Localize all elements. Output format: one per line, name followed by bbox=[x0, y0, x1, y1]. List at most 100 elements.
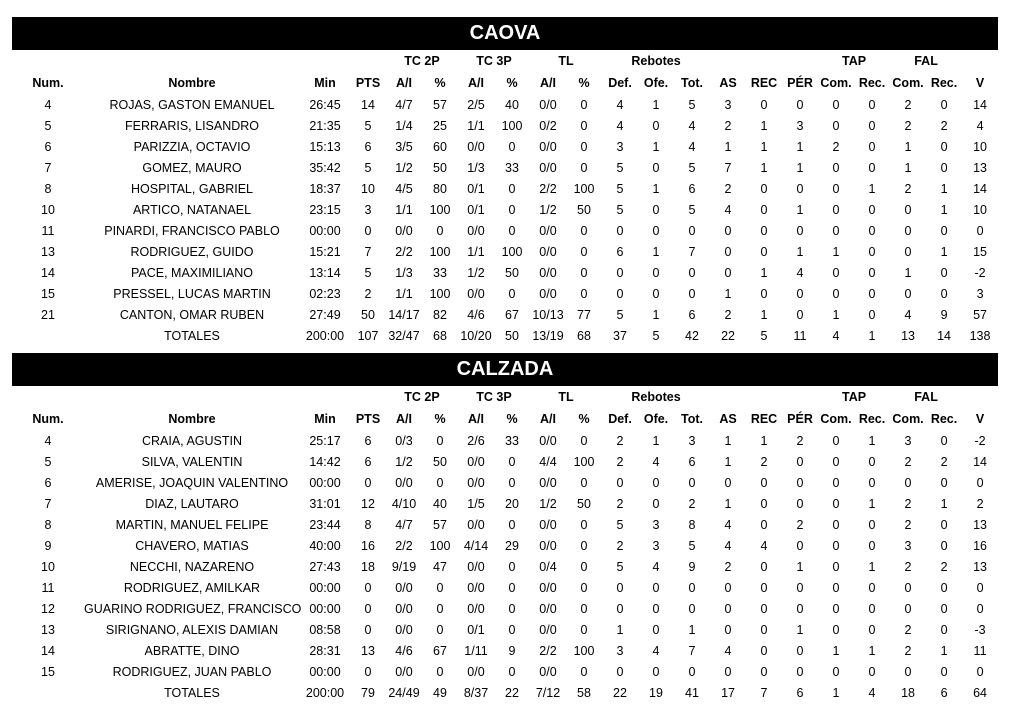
player-name: DIAZ, LAUTARO bbox=[145, 496, 239, 511]
stat-cell: 0 bbox=[364, 475, 372, 490]
stat-cell: 3 bbox=[904, 433, 912, 448]
stat-cell: 0 bbox=[796, 307, 804, 322]
stat-cell: 4 bbox=[652, 559, 660, 574]
stat-cell: 0 bbox=[868, 97, 876, 112]
column-header-row: Num. Nombre Min PTS A/I% A/I% A/I% Def. Ofe. Tot.… bbox=[12, 408, 998, 430]
stat-cell: 13 bbox=[41, 622, 55, 637]
stat-cell: 0/0 bbox=[539, 517, 557, 532]
column-header: % bbox=[434, 76, 446, 90]
stat-cell: 0/0 bbox=[467, 601, 485, 616]
stat-cell: 1 bbox=[868, 496, 876, 511]
stat-cell: 0 bbox=[760, 643, 768, 658]
stat-cell: 0/0 bbox=[395, 223, 413, 238]
stat-cell: 0 bbox=[616, 664, 624, 679]
stat-cell: 2 bbox=[616, 538, 624, 553]
stat-cell: 0 bbox=[760, 559, 768, 574]
stat-cell: 25 bbox=[433, 118, 447, 133]
stat-cell: 1 bbox=[796, 244, 804, 259]
stat-cell: 08:58 bbox=[309, 622, 341, 637]
stat-cell: 0 bbox=[760, 97, 768, 112]
stat-cell: 4 bbox=[724, 643, 732, 658]
stat-cell: 2 bbox=[364, 286, 372, 301]
stat-cell: 5 bbox=[688, 538, 696, 553]
stat-cell: 0 bbox=[436, 664, 444, 679]
stat-cell: 9 bbox=[688, 559, 696, 574]
group-header-tl: TL bbox=[558, 54, 574, 68]
column-header: % bbox=[434, 412, 446, 426]
totals-cell: 10/20 bbox=[460, 328, 492, 343]
column-header: Rec. bbox=[858, 76, 886, 90]
stat-cell: 9 bbox=[940, 307, 948, 322]
totals-cell: 14 bbox=[937, 328, 951, 343]
stat-cell: 67 bbox=[433, 643, 447, 658]
stat-cell: 0 bbox=[832, 475, 840, 490]
stat-cell: 00:00 bbox=[309, 223, 341, 238]
column-header: Def. bbox=[608, 412, 632, 426]
column-header: V bbox=[975, 412, 985, 426]
stat-cell: 0 bbox=[832, 265, 840, 280]
stat-cell: 50 bbox=[505, 265, 519, 280]
stat-cell: 4 bbox=[652, 454, 660, 469]
column-header: PTS bbox=[355, 76, 381, 90]
stat-cell: 0 bbox=[724, 580, 732, 595]
stat-cell: 6 bbox=[44, 475, 52, 490]
player-name: FERRARIS, LISANDRO bbox=[124, 118, 260, 133]
totals-cell: 7 bbox=[760, 685, 768, 700]
player-row: 11 RODRIGUEZ, AMILKAR 00:00 0 0/0 0 0/0 0 0/0 0 0 0… bbox=[12, 577, 998, 598]
stat-cell: -2 bbox=[974, 265, 986, 280]
stat-cell: 0 bbox=[832, 664, 840, 679]
totals-cell: 200:00 bbox=[305, 685, 345, 700]
stat-cell: 0/0 bbox=[467, 286, 485, 301]
stat-cell: 5 bbox=[364, 160, 372, 175]
stat-cell: 0/0 bbox=[539, 160, 557, 175]
stat-cell: 0 bbox=[904, 475, 912, 490]
stat-cell: 50 bbox=[433, 454, 447, 469]
stat-cell: 0 bbox=[868, 475, 876, 490]
stat-cell: 35:42 bbox=[309, 160, 341, 175]
stat-cell: 0 bbox=[796, 664, 804, 679]
group-header-empty bbox=[962, 386, 998, 408]
stat-cell: 0 bbox=[508, 139, 516, 154]
stat-cell: 1 bbox=[652, 139, 660, 154]
stat-cell: 3 bbox=[976, 286, 984, 301]
stat-cell: 5 bbox=[364, 118, 372, 133]
column-header: Num. bbox=[32, 76, 64, 90]
stat-cell: 10 bbox=[41, 559, 55, 574]
totals-cell: 13 bbox=[901, 328, 915, 343]
stat-cell: 1 bbox=[724, 433, 732, 448]
stat-cell: 6 bbox=[688, 307, 696, 322]
stat-cell: 2 bbox=[724, 307, 732, 322]
stat-cell: 0 bbox=[832, 160, 840, 175]
stat-cell: 0 bbox=[616, 580, 624, 595]
stat-cell: 4 bbox=[44, 97, 52, 112]
stat-cell: 0 bbox=[580, 517, 588, 532]
group-header-empty bbox=[710, 386, 818, 408]
player-row: 14 PACE, MAXIMILIANO 13:14 5 1/3 33 1/2 50 0/0 0 0… bbox=[12, 262, 998, 283]
player-name: NECCHI, NAZARENO bbox=[129, 559, 255, 574]
totals-cell bbox=[12, 325, 84, 346]
group-header-fal: FAL bbox=[914, 390, 938, 404]
totals-cell: 17 bbox=[721, 685, 735, 700]
stat-cell: 1/2 bbox=[395, 160, 413, 175]
stat-cell: 8 bbox=[688, 517, 696, 532]
stat-cell: 0 bbox=[508, 181, 516, 196]
stat-cell: 4/14 bbox=[463, 538, 489, 553]
stat-cell: 0/0 bbox=[467, 559, 485, 574]
stat-cell: 1/1 bbox=[467, 118, 485, 133]
player-row: 10 NECCHI, NAZARENO 27:43 18 9/19 47 0/0 0 0/4 0 5… bbox=[12, 556, 998, 577]
stat-cell: 2 bbox=[904, 97, 912, 112]
stat-cell: 100 bbox=[573, 181, 595, 196]
stat-cell: 0 bbox=[724, 265, 732, 280]
stat-cell: 4 bbox=[652, 643, 660, 658]
stat-cell: 0 bbox=[652, 622, 660, 637]
stat-cell: 0 bbox=[796, 181, 804, 196]
stat-cell: 0 bbox=[724, 223, 732, 238]
column-header: Num. bbox=[32, 412, 64, 426]
stat-cell: 15 bbox=[41, 286, 55, 301]
stat-cell: 0 bbox=[796, 475, 804, 490]
stat-cell: 57 bbox=[973, 307, 987, 322]
stat-cell: 7 bbox=[44, 496, 52, 511]
stat-cell: 1 bbox=[940, 202, 948, 217]
stat-cell: 13 bbox=[41, 244, 55, 259]
totals-cell: 4 bbox=[832, 328, 840, 343]
